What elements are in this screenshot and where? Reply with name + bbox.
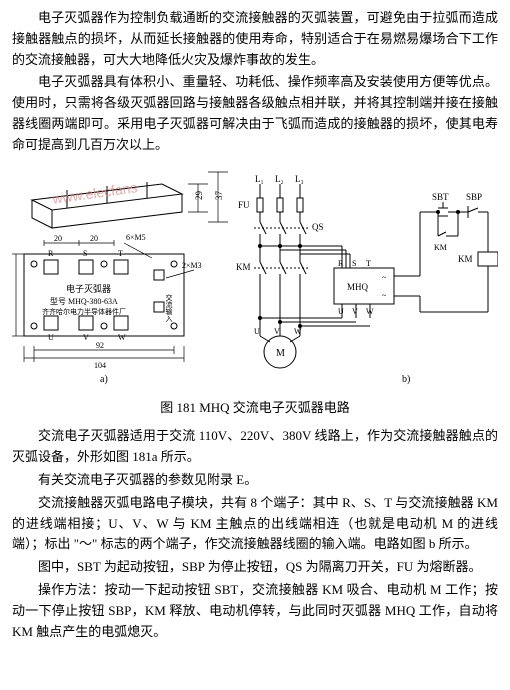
qs-label: QS: [312, 222, 324, 232]
sbt-label: SBT: [432, 192, 449, 202]
svg-text:T: T: [366, 259, 371, 268]
svg-text:T: T: [118, 249, 123, 258]
svg-text:U: U: [48, 333, 54, 342]
paragraph-1: 电子灭弧器作为控制负载通断的交流接触器的灭弧装置，可避免由于拉弧而造成接触器触点…: [12, 8, 498, 70]
dim-hole: 6×M5: [126, 233, 146, 242]
svg-text:U: U: [338, 307, 344, 316]
svg-text:W: W: [294, 327, 302, 336]
figure-caption: 图 181 MHQ 交流电子灭弧器电路: [12, 398, 498, 419]
dim-29: 29: [194, 190, 204, 200]
svg-text:S: S: [352, 259, 356, 268]
label-b: b): [402, 374, 410, 385]
phase-l1: L₁: [255, 174, 264, 184]
svg-text:S: S: [83, 249, 87, 258]
svg-text:~: ~: [382, 273, 387, 282]
svg-text:U: U: [254, 327, 260, 336]
paragraph-4: 有关交流电子灭弧器的参数见附录 E。: [12, 470, 498, 491]
svg-text:V: V: [274, 327, 280, 336]
sbp-label: SBP: [466, 192, 482, 202]
svg-text:R: R: [48, 249, 54, 258]
mhq-label: MHQ: [347, 282, 369, 292]
module-title: 电子灭弧器: [66, 283, 111, 294]
dim-104: 104: [94, 361, 106, 370]
dim-37: 37: [214, 190, 224, 200]
svg-text:V: V: [352, 307, 358, 316]
label-a: a): [100, 374, 108, 385]
paragraph-6: 图中，SBT 为起动按钮，SBP 为停止按钮，QS 为隔离刀开关，FU 为熔断器…: [12, 557, 498, 578]
dim-slot: 2×M3: [182, 261, 202, 270]
svg-text:KM: KM: [434, 243, 447, 252]
svg-text:~: ~: [382, 291, 387, 300]
figure-svg: 29 37 R S T U V: [12, 162, 498, 392]
dim-20a: 20: [54, 234, 62, 243]
svg-text:W: W: [118, 333, 126, 342]
svg-text:R: R: [338, 259, 344, 268]
module-model: 型号 MHQ-380-63A: [50, 297, 118, 306]
km-coil: KM: [458, 254, 473, 264]
svg-text:V: V: [83, 333, 89, 342]
module-maker: 齐齐哈尔电力半导体器件厂: [42, 307, 126, 316]
motor-label: M: [276, 348, 285, 359]
dim-92: 92: [96, 341, 104, 350]
fu-label: FU: [238, 200, 250, 210]
km-contacts: KM: [236, 262, 251, 272]
paragraph-7: 操作方法：按动一下起动按钮 SBT，交流接触器 KM 吸合、电动机 M 工作；按…: [12, 580, 498, 642]
phase-l2: L₂: [275, 174, 284, 184]
paragraph-5: 交流接触器灭弧电路电子模块，共有 8 个端子：其中 R、S、T 与交流接触器 K…: [12, 493, 498, 555]
paragraph-3: 交流电子灭弧器适用于交流 110V、220V、380V 线路上，作为交流接触器触…: [12, 426, 498, 468]
paragraph-2: 电子灭弧器具有体积小、重量轻、功耗低、操作频率高及安装使用方便等优点。使用时，只…: [12, 72, 498, 155]
phase-l3: L₃: [295, 174, 304, 184]
ac-input-label: 交流输入: [165, 293, 173, 322]
dim-20b: 20: [90, 234, 98, 243]
figure-181: www.elecfans 29 37: [12, 162, 498, 392]
dim-475: 47.5: [12, 284, 14, 298]
